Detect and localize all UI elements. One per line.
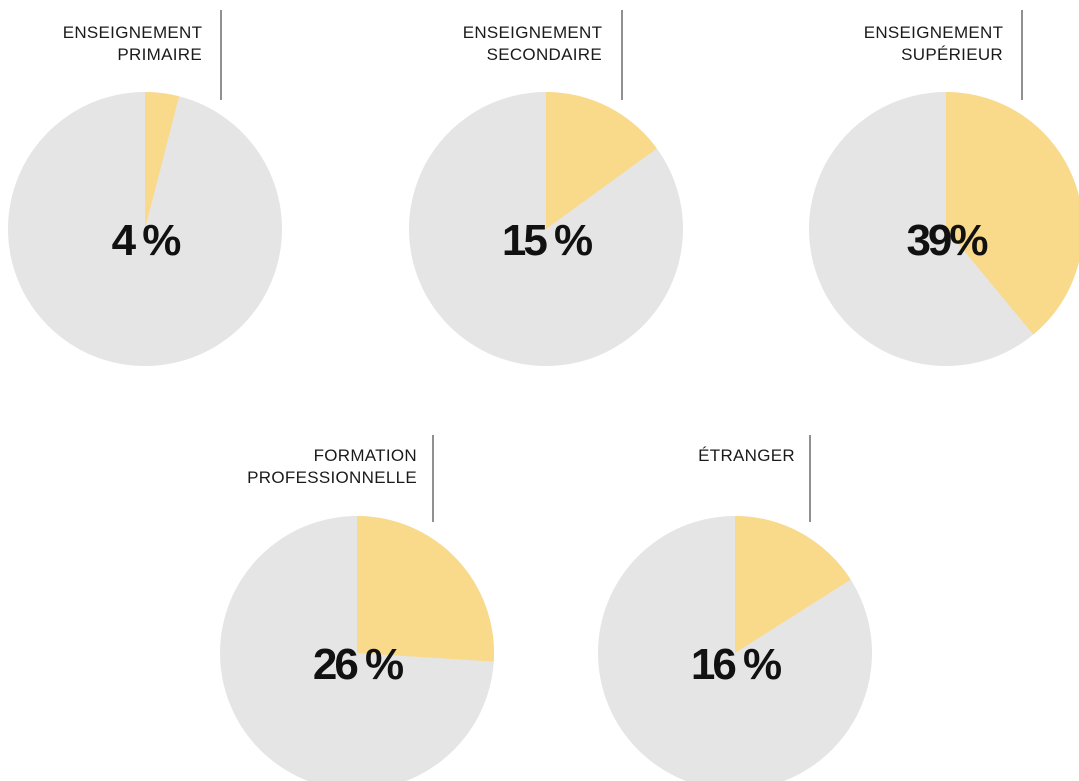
value-label: 4 % xyxy=(112,216,181,265)
value-label: 39% xyxy=(906,216,987,265)
value-label: 16 % xyxy=(691,640,781,689)
pie-slice xyxy=(735,516,851,653)
pie-slice xyxy=(145,92,180,229)
value-label: 26 % xyxy=(313,640,403,689)
pie-title: ENSEIGNEMENT SECONDAIRE xyxy=(462,23,603,64)
pie-title: FORMATION PROFESSIONNELLE xyxy=(247,446,417,487)
value-label: 15 % xyxy=(502,216,592,265)
pie-title: ENSEIGNEMENT PRIMAIRE xyxy=(62,23,203,64)
pie-title: ENSEIGNEMENT SUPÉRIEUR xyxy=(863,23,1004,64)
pie-slice xyxy=(546,92,657,229)
pie-slice xyxy=(357,516,494,662)
pie-slice xyxy=(946,92,1079,335)
pie-title: ÉTRANGER xyxy=(698,446,795,465)
